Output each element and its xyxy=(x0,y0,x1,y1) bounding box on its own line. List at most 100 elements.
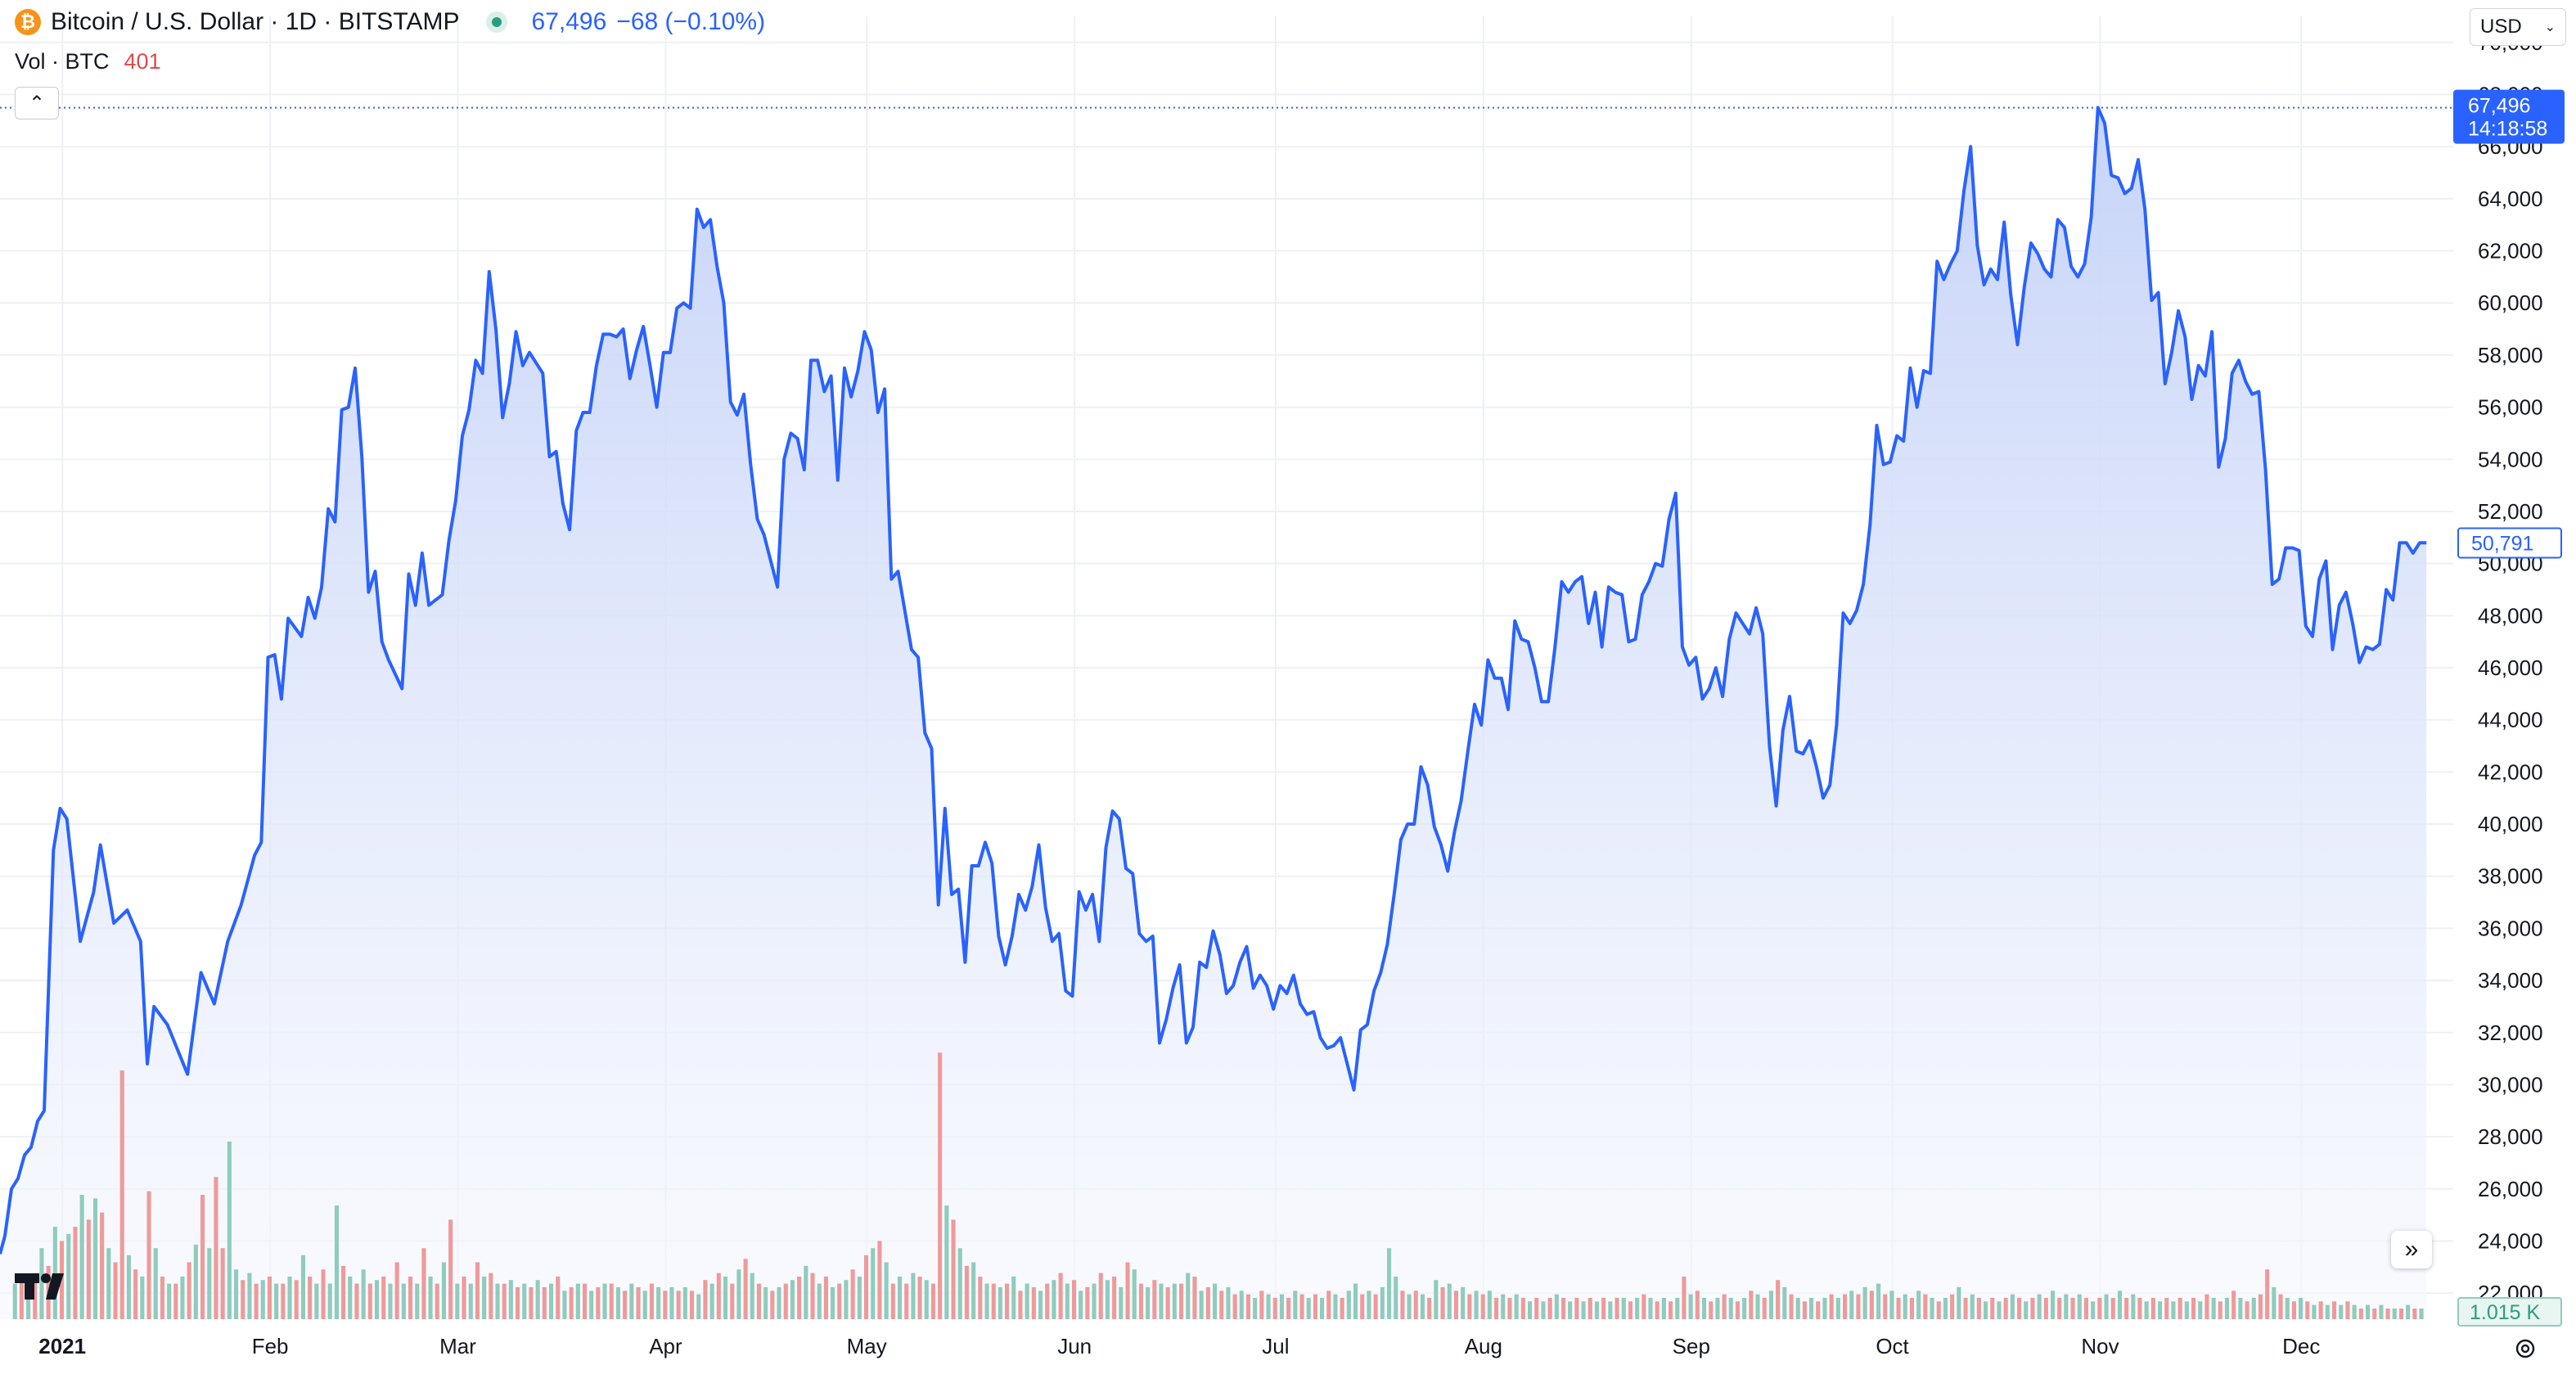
volume-bar xyxy=(153,1248,158,1319)
volume-bar xyxy=(180,1276,185,1319)
volume-bar xyxy=(1568,1301,1573,1319)
volume-bar xyxy=(321,1269,326,1319)
volume-bar xyxy=(241,1280,245,1319)
volume-bar xyxy=(187,1262,191,1319)
volume-bar xyxy=(2366,1304,2371,1319)
price-axis[interactable]: 70,00068,00066,00064,00062,00060,00058,0… xyxy=(0,30,2565,1327)
price-tick-label: 32,000 xyxy=(2478,1020,2543,1045)
volume-bar xyxy=(1159,1283,1164,1319)
volume-bar xyxy=(502,1283,507,1319)
volume-label[interactable]: Vol · BTC xyxy=(15,49,110,74)
time-tick-label: Jul xyxy=(1262,1334,1289,1358)
time-axis[interactable]: 2021 Feb Mar Apr May Jun Jul Aug Sep Oct Nov Dec xyxy=(38,1334,2320,1358)
volume-bar xyxy=(898,1276,903,1319)
volume-bar xyxy=(770,1291,775,1319)
volume-bar xyxy=(1909,1297,1914,1319)
volume-bar xyxy=(1306,1297,1311,1319)
volume-bar xyxy=(1601,1297,1606,1319)
volume-bar xyxy=(562,1291,567,1319)
price-tick-label: 34,000 xyxy=(2478,968,2543,993)
volume-bar xyxy=(991,1283,996,1319)
volume-bar xyxy=(1984,1301,1988,1319)
volume-bar xyxy=(1461,1286,1466,1319)
time-tick-label: Dec xyxy=(2282,1334,2320,1358)
volume-bar xyxy=(1219,1291,1224,1319)
volume-bar xyxy=(1735,1301,1740,1319)
price-tick-label: 62,000 xyxy=(2478,239,2543,264)
volume-bar xyxy=(1005,1283,1010,1319)
volume-bar xyxy=(756,1283,761,1319)
collapse-legend-button[interactable]: ⌃ xyxy=(15,87,59,119)
volume-bar xyxy=(113,1262,118,1319)
volume-bar xyxy=(1635,1297,1640,1319)
volume-bar xyxy=(1480,1294,1485,1319)
volume-bar xyxy=(978,1276,983,1319)
volume-bar xyxy=(1695,1291,1700,1319)
scroll-to-realtime-button[interactable]: » xyxy=(2391,1231,2432,1268)
time-tick-label: Nov xyxy=(2081,1334,2119,1358)
volume-bar xyxy=(1903,1294,1907,1319)
volume-bar xyxy=(1702,1297,1707,1319)
volume-bar xyxy=(1353,1283,1358,1319)
volume-bar xyxy=(924,1280,929,1319)
volume-bar xyxy=(957,1248,962,1319)
time-tick-label: Mar xyxy=(439,1334,476,1358)
volume-bar xyxy=(100,1212,105,1319)
volume-bar xyxy=(1963,1297,1968,1319)
double-chevron-right-icon: » xyxy=(2404,1236,2419,1263)
volume-bar xyxy=(1782,1286,1787,1319)
volume-bar xyxy=(1501,1294,1506,1319)
volume-bar xyxy=(2097,1297,2102,1319)
volume-bar xyxy=(2272,1286,2277,1319)
volume-bar xyxy=(2325,1304,2330,1319)
volume-bar xyxy=(1487,1291,1492,1319)
symbol-title[interactable]: Bitcoin / U.S. Dollar · 1D · BITSTAMP xyxy=(51,8,460,35)
price-tick-label: 24,000 xyxy=(2478,1228,2543,1253)
volume-bar xyxy=(549,1283,554,1319)
volume-bar xyxy=(482,1276,487,1319)
volume-bar xyxy=(636,1286,641,1319)
volume-bar xyxy=(642,1291,647,1319)
volume-bar xyxy=(589,1291,594,1319)
volume-bar xyxy=(1380,1286,1385,1319)
volume-bar xyxy=(2392,1309,2397,1319)
volume-bar xyxy=(2117,1291,2122,1319)
volume-bar xyxy=(2238,1297,2243,1319)
volume-bar xyxy=(2037,1294,2042,1319)
volume-bar xyxy=(1547,1297,1552,1319)
volume-bar xyxy=(2091,1301,2096,1319)
volume-bar xyxy=(1152,1280,1157,1319)
volume-bar xyxy=(730,1283,735,1319)
volume-bar xyxy=(1427,1297,1432,1319)
price-tick-label: 38,000 xyxy=(2478,864,2543,889)
time-tick-label: May xyxy=(847,1334,887,1358)
volume-bar xyxy=(623,1291,628,1319)
volume-bar xyxy=(1079,1291,1083,1319)
volume-bar xyxy=(2345,1301,2350,1319)
volume-bar xyxy=(1661,1297,1666,1319)
volume-bar xyxy=(2352,1304,2357,1319)
volume-bar xyxy=(1843,1294,1848,1319)
volume-bar xyxy=(133,1269,138,1319)
price-change: −68 (−0.10%) xyxy=(616,8,766,35)
volume-bar xyxy=(2218,1301,2222,1319)
volume-bar xyxy=(844,1280,849,1319)
volume-bar xyxy=(2265,1269,2270,1319)
volume-bar xyxy=(522,1283,527,1319)
volume-bar xyxy=(1052,1280,1056,1319)
volume-bar xyxy=(2379,1304,2384,1319)
volume-bar xyxy=(79,1195,84,1319)
tradingview-logo[interactable] xyxy=(15,1268,74,1307)
price-tick-label: 28,000 xyxy=(2478,1124,2543,1149)
volume-bar xyxy=(583,1283,588,1319)
currency-select[interactable]: USD ⌄ xyxy=(2470,8,2566,46)
volume-bar xyxy=(1333,1294,1338,1319)
chart-settings-button[interactable] xyxy=(2509,1332,2542,1365)
cursor-price-tag xyxy=(2457,527,2562,559)
volume-bar xyxy=(468,1283,473,1319)
volume-bar xyxy=(1970,1294,1975,1319)
volume-bar xyxy=(281,1283,286,1319)
volume-bar xyxy=(1125,1262,1130,1319)
